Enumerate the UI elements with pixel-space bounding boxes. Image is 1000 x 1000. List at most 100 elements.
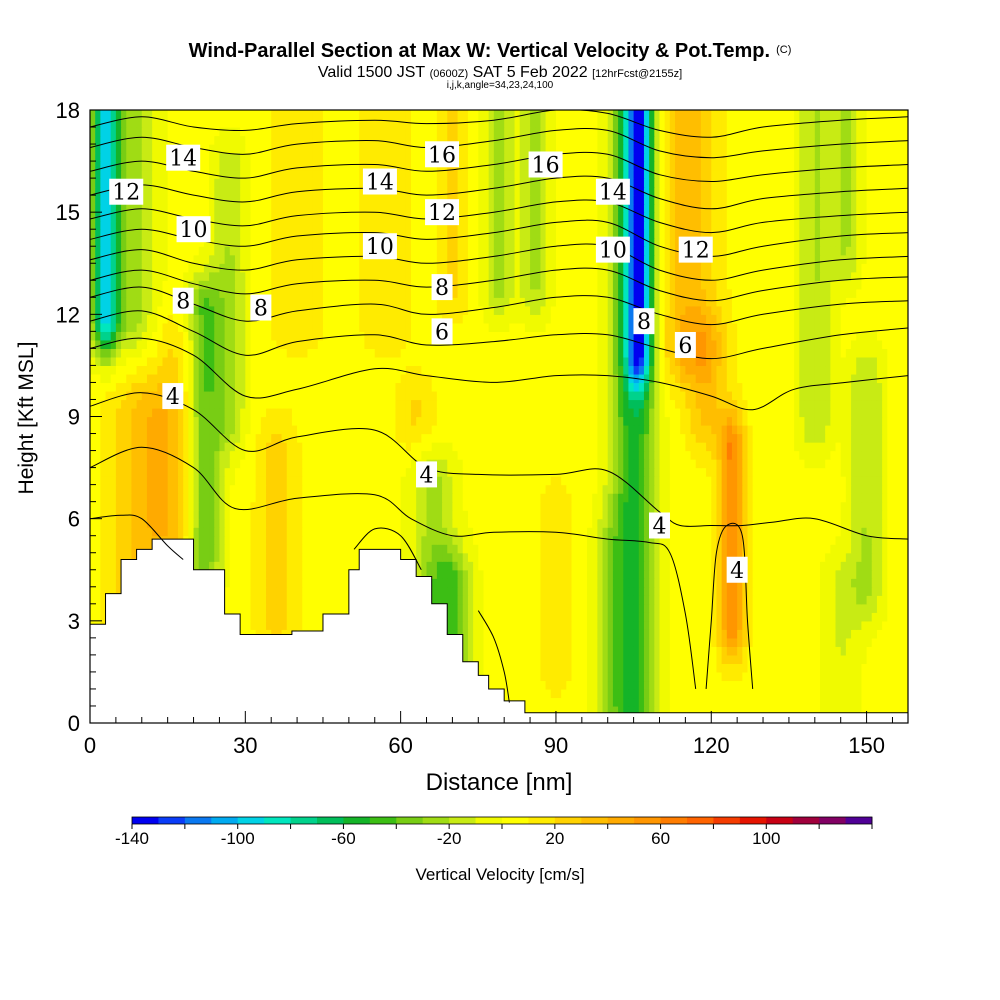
velocity-cell bbox=[234, 552, 241, 562]
velocity-cell bbox=[90, 450, 96, 460]
velocity-cell bbox=[576, 620, 583, 630]
velocity-cell bbox=[509, 578, 516, 588]
velocity-cell bbox=[871, 527, 878, 537]
velocity-cell bbox=[483, 484, 490, 494]
velocity-cell bbox=[799, 476, 806, 486]
velocity-cell bbox=[530, 663, 536, 673]
velocity-cell bbox=[861, 544, 868, 554]
velocity-cell bbox=[328, 450, 334, 460]
velocity-cell bbox=[830, 467, 837, 477]
velocity-cell bbox=[845, 688, 852, 699]
velocity-cell bbox=[716, 671, 723, 682]
velocity-cell bbox=[136, 493, 143, 503]
velocity-cell bbox=[198, 535, 205, 545]
velocity-cell bbox=[638, 578, 645, 588]
velocity-cell bbox=[695, 637, 702, 647]
velocity-cell bbox=[561, 450, 567, 460]
velocity-cell bbox=[478, 501, 485, 511]
velocity-cell bbox=[612, 459, 619, 469]
velocity-cell bbox=[607, 459, 614, 469]
velocity-cell bbox=[436, 569, 443, 579]
velocity-cell bbox=[618, 518, 624, 528]
velocity-cell bbox=[675, 484, 681, 494]
velocity-cell bbox=[809, 680, 816, 690]
velocity-cell bbox=[509, 646, 516, 656]
velocity-cell bbox=[768, 501, 774, 511]
velocity-cell bbox=[312, 459, 319, 469]
velocity-cell bbox=[576, 705, 583, 716]
velocity-cell bbox=[260, 578, 267, 588]
velocity-cell bbox=[535, 544, 542, 554]
velocity-cell bbox=[255, 467, 262, 477]
velocity-cell bbox=[566, 527, 573, 537]
velocity-cell bbox=[649, 467, 655, 477]
velocity-cell bbox=[499, 629, 505, 639]
velocity-cell bbox=[276, 612, 283, 622]
velocity-cell bbox=[612, 688, 619, 699]
velocity-cell bbox=[90, 459, 96, 469]
velocity-cell bbox=[410, 476, 417, 486]
velocity-cell bbox=[90, 476, 96, 486]
velocity-cell bbox=[105, 544, 112, 554]
velocity-cell bbox=[447, 501, 454, 511]
velocity-cell bbox=[385, 493, 391, 503]
velocity-cell bbox=[638, 527, 645, 537]
velocity-cell bbox=[493, 603, 500, 613]
velocity-cell bbox=[581, 476, 588, 486]
velocity-cell bbox=[405, 476, 412, 486]
velocity-cell bbox=[690, 493, 697, 503]
velocity-cell bbox=[685, 569, 692, 579]
velocity-cell bbox=[695, 646, 702, 656]
velocity-cell bbox=[338, 595, 345, 605]
velocity-cell bbox=[447, 569, 454, 579]
velocity-cell bbox=[700, 637, 707, 647]
velocity-cell bbox=[623, 646, 630, 656]
velocity-cell bbox=[519, 459, 526, 469]
velocity-cell bbox=[675, 501, 681, 511]
velocity-cell bbox=[763, 544, 769, 554]
velocity-cell bbox=[602, 459, 609, 469]
velocity-cell bbox=[276, 510, 283, 520]
velocity-cell bbox=[535, 552, 542, 562]
velocity-cell bbox=[819, 646, 826, 656]
velocity-cell bbox=[302, 603, 309, 613]
velocity-cell bbox=[198, 510, 205, 520]
velocity-cell bbox=[690, 629, 697, 639]
velocity-cell bbox=[871, 569, 878, 579]
velocity-cell bbox=[845, 705, 852, 716]
velocity-cell bbox=[255, 450, 262, 460]
velocity-cell bbox=[266, 629, 272, 639]
velocity-cell bbox=[752, 612, 759, 622]
velocity-cell bbox=[814, 578, 821, 588]
velocity-cell bbox=[706, 586, 712, 596]
velocity-cell bbox=[876, 459, 883, 469]
velocity-cell bbox=[835, 603, 842, 613]
velocity-cell bbox=[804, 484, 811, 494]
velocity-cell bbox=[669, 620, 676, 630]
velocity-cell bbox=[317, 493, 324, 503]
velocity-cell bbox=[162, 527, 169, 537]
velocity-cell bbox=[266, 510, 272, 520]
velocity-cell bbox=[680, 544, 686, 554]
velocity-cell bbox=[819, 620, 826, 630]
velocity-cell bbox=[612, 663, 619, 673]
velocity-cell bbox=[799, 688, 806, 699]
velocity-cell bbox=[131, 476, 138, 486]
velocity-cell bbox=[794, 501, 800, 511]
velocity-cell bbox=[276, 603, 283, 613]
velocity-cell bbox=[255, 603, 262, 613]
velocity-cell bbox=[856, 552, 863, 562]
velocity-cell bbox=[871, 595, 878, 605]
velocity-cell bbox=[897, 510, 904, 520]
velocity-cell bbox=[540, 544, 547, 554]
velocity-cell bbox=[188, 493, 195, 503]
velocity-cell bbox=[897, 527, 904, 537]
velocity-cell bbox=[809, 493, 816, 503]
velocity-cell bbox=[778, 637, 785, 647]
velocity-cell bbox=[281, 561, 288, 571]
velocity-cell bbox=[312, 450, 319, 460]
velocity-cell bbox=[193, 501, 200, 511]
velocity-cell bbox=[395, 527, 402, 537]
velocity-cell bbox=[524, 688, 531, 699]
velocity-cell bbox=[234, 518, 241, 528]
